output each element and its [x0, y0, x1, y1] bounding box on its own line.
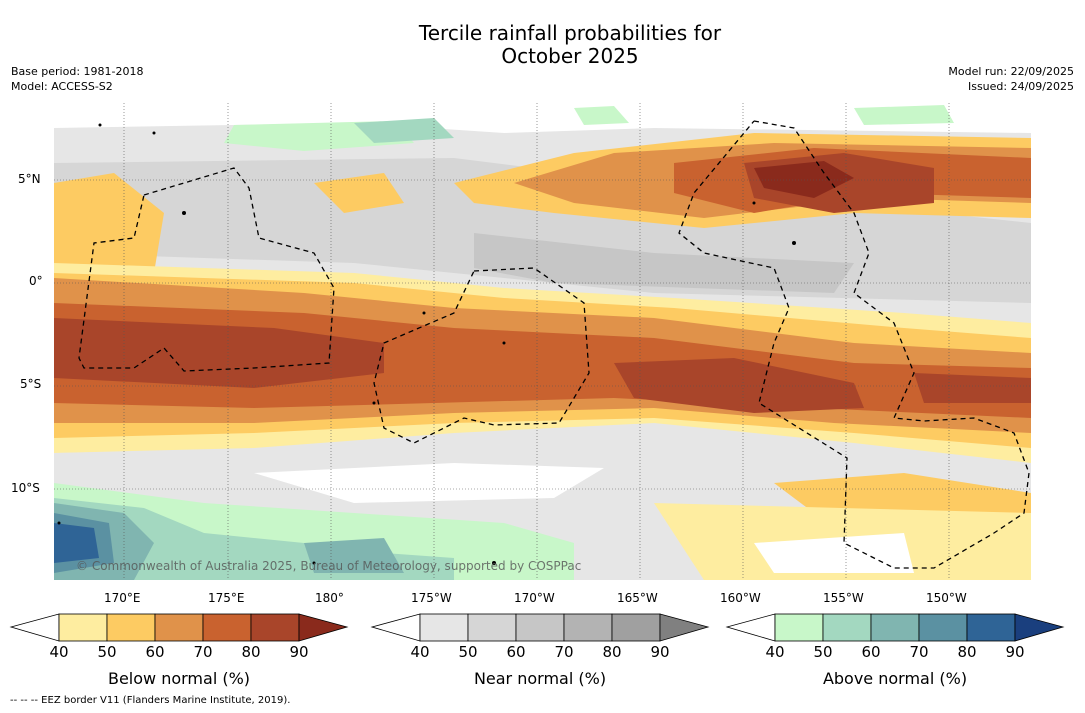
- colorbar-segment: [918, 613, 968, 642]
- cb-above-tick: 80: [957, 643, 977, 661]
- colorbar-above-normal: [725, 613, 1065, 642]
- cb-below-tick: 90: [289, 643, 309, 661]
- graticule: [54, 103, 1031, 580]
- eez-note: -- -- -- EEZ border V11 (Flanders Marine…: [10, 695, 291, 706]
- map-svg: [54, 103, 1031, 580]
- colorbar-segment: [106, 613, 156, 642]
- base-period: Base period: 1981-2018: [11, 65, 144, 78]
- lon-label-170w: 170°W: [514, 591, 555, 605]
- colorbars-svg: [9, 613, 1065, 642]
- colorbar-segment: [870, 613, 920, 642]
- cb-below-tick: 80: [241, 643, 261, 661]
- cb-above-tick: 90: [1005, 643, 1025, 661]
- lat-label-5n: 5°N: [18, 172, 41, 186]
- cb-above-tick: 70: [909, 643, 929, 661]
- colorbar-extend-high: [659, 613, 710, 642]
- below-normal-label: Below normal (%): [107, 669, 251, 688]
- colorbar-segment: [467, 613, 517, 642]
- colorbar-segment: [250, 613, 300, 642]
- cb-below-tick: 70: [193, 643, 213, 661]
- cb-below-tick: 50: [97, 643, 117, 661]
- eez-borders: [78, 120, 1030, 569]
- above-normal-label: Above normal (%): [822, 669, 968, 688]
- model-name: Model: ACCESS-S2: [11, 80, 113, 93]
- colorbar-segment: [419, 613, 469, 642]
- lat-label-5s: 5°S: [20, 377, 42, 391]
- lat-label-0: 0°: [29, 274, 43, 288]
- cb-near-tick: 70: [554, 643, 574, 661]
- islands: [57, 123, 796, 565]
- colorbar-segment: [966, 613, 1016, 642]
- cb-near-tick: 40: [410, 643, 430, 661]
- cb-above-tick: 50: [813, 643, 833, 661]
- copyright-notice: © Commonwealth of Australia 2025, Bureau…: [76, 559, 582, 573]
- colorbar-segment: [154, 613, 204, 642]
- lon-label-175e: 175°E: [208, 591, 245, 605]
- colorbar-segment: [611, 613, 661, 642]
- lon-label-155w: 155°W: [823, 591, 864, 605]
- colorbar-segment: [515, 613, 565, 642]
- colorbar-segment: [202, 613, 252, 642]
- model-run: Model run: 22/09/2025: [948, 65, 1074, 78]
- map-title-line2: October 2025: [501, 44, 639, 68]
- colorbar-segment: [774, 613, 824, 642]
- lon-label-165w: 165°W: [617, 591, 658, 605]
- lon-label-170e: 170°E: [104, 591, 141, 605]
- cb-near-tick: 50: [458, 643, 478, 661]
- cb-near-tick: 80: [602, 643, 622, 661]
- cb-near-tick: 90: [650, 643, 670, 661]
- lon-label-175w: 175°W: [411, 591, 452, 605]
- lon-label-180: 180°: [315, 591, 344, 605]
- colorbar-extend-low: [725, 613, 776, 642]
- colorbar-extend-low: [370, 613, 421, 642]
- lon-label-150w: 150°W: [926, 591, 967, 605]
- colorbar-extend-high: [298, 613, 349, 642]
- cb-above-tick: 60: [861, 643, 881, 661]
- issued-date: Issued: 24/09/2025: [967, 80, 1074, 93]
- cb-below-tick: 60: [145, 643, 165, 661]
- probability-map: © Commonwealth of Australia 2025, Bureau…: [54, 103, 1031, 580]
- lat-label-10s: 10°S: [11, 481, 40, 495]
- colorbar-segment: [563, 613, 613, 642]
- cb-above-tick: 40: [765, 643, 785, 661]
- colorbar-near-normal: [370, 613, 710, 642]
- colorbar-extend-low: [9, 613, 60, 642]
- cb-below-tick: 40: [49, 643, 69, 661]
- colorbar-below-normal: [9, 613, 349, 642]
- near-normal-label: Near normal (%): [473, 669, 607, 688]
- colorbar-segment: [822, 613, 872, 642]
- lon-label-160w: 160°W: [720, 591, 761, 605]
- colorbar-extend-high: [1014, 613, 1065, 642]
- colorbar-segment: [58, 613, 108, 642]
- cb-near-tick: 60: [506, 643, 526, 661]
- map-title-line1: Tercile rainfall probabilities for: [418, 21, 722, 45]
